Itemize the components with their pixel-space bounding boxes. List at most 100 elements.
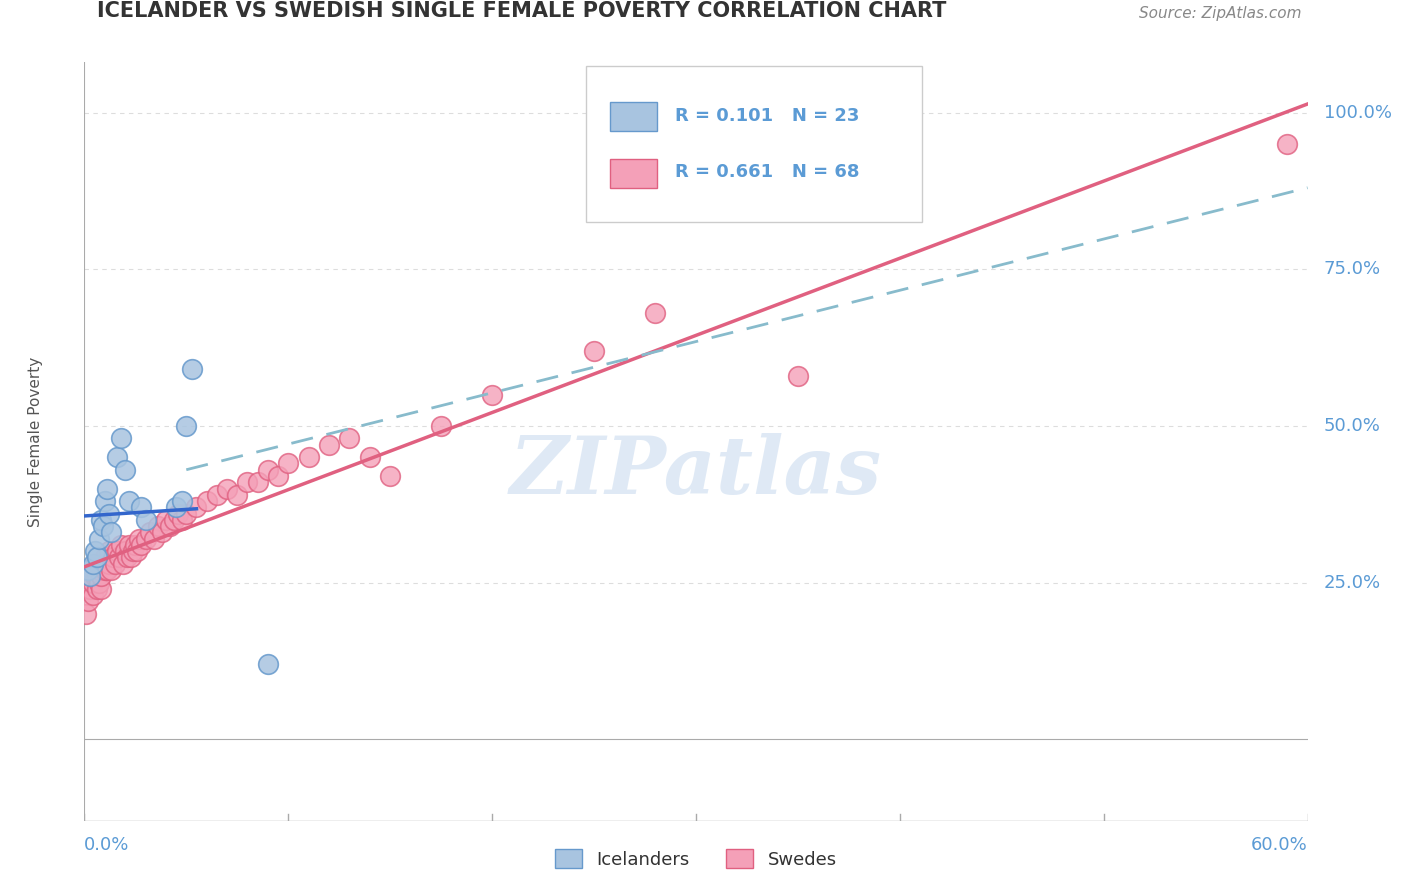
- Point: [131, 500, 153, 515]
- Point: [127, 544, 149, 558]
- Text: Single Female Poverty: Single Female Poverty: [28, 357, 44, 526]
- Legend: Icelanders, Swedes: Icelanders, Swedes: [548, 842, 844, 876]
- Point: [172, 494, 194, 508]
- Point: [90, 569, 112, 583]
- Point: [205, 488, 228, 502]
- Text: R = 0.661   N = 68: R = 0.661 N = 68: [675, 163, 859, 181]
- Point: [430, 418, 453, 433]
- Point: [118, 494, 141, 508]
- Point: [128, 532, 150, 546]
- Text: ICELANDER VS SWEDISH SINGLE FEMALE POVERTY CORRELATION CHART: ICELANDER VS SWEDISH SINGLE FEMALE POVER…: [97, 1, 946, 21]
- Point: [96, 563, 118, 577]
- Point: [115, 550, 138, 565]
- Point: [155, 513, 177, 527]
- Point: [114, 463, 136, 477]
- FancyBboxPatch shape: [610, 102, 657, 130]
- Point: [91, 557, 114, 571]
- Point: [105, 450, 128, 465]
- Point: [167, 507, 190, 521]
- Point: [583, 343, 606, 358]
- Point: [267, 469, 290, 483]
- Point: [108, 550, 131, 565]
- Point: [112, 557, 135, 571]
- Point: [101, 550, 124, 565]
- Point: [79, 569, 101, 583]
- Point: [165, 500, 187, 515]
- Point: [87, 563, 110, 577]
- Point: [159, 519, 181, 533]
- Point: [90, 513, 112, 527]
- Point: [217, 482, 239, 496]
- Point: [172, 513, 194, 527]
- Point: [236, 475, 259, 490]
- Point: [79, 569, 101, 583]
- Text: 100.0%: 100.0%: [1324, 103, 1392, 121]
- Point: [77, 563, 100, 577]
- Point: [83, 557, 105, 571]
- Point: [122, 544, 145, 558]
- Point: [150, 525, 173, 540]
- Text: 60.0%: 60.0%: [1251, 837, 1308, 855]
- Point: [82, 557, 104, 571]
- Point: [131, 538, 153, 552]
- Point: [100, 563, 122, 577]
- Point: [380, 469, 402, 483]
- Point: [110, 538, 132, 552]
- FancyBboxPatch shape: [586, 66, 922, 221]
- Point: [79, 582, 101, 596]
- Point: [226, 488, 249, 502]
- Text: ZIPatlas: ZIPatlas: [510, 434, 882, 510]
- Text: 25.0%: 25.0%: [1324, 574, 1381, 591]
- Text: 50.0%: 50.0%: [1324, 417, 1381, 435]
- Point: [114, 544, 136, 558]
- Point: [87, 532, 110, 546]
- Point: [277, 457, 299, 471]
- Point: [644, 306, 666, 320]
- Point: [90, 582, 112, 596]
- Point: [120, 550, 142, 565]
- Point: [339, 431, 361, 445]
- Point: [110, 431, 132, 445]
- Point: [787, 368, 810, 383]
- Point: [195, 494, 218, 508]
- Point: [93, 494, 115, 508]
- Point: [359, 450, 381, 465]
- Point: [298, 450, 321, 465]
- Point: [100, 525, 122, 540]
- Point: [86, 550, 108, 565]
- Text: 0.0%: 0.0%: [84, 837, 129, 855]
- Point: [97, 557, 120, 571]
- Point: [86, 582, 108, 596]
- Point: [246, 475, 269, 490]
- Point: [186, 500, 208, 515]
- Point: [146, 519, 169, 533]
- Point: [93, 563, 115, 577]
- Point: [93, 550, 115, 565]
- Point: [104, 557, 127, 571]
- Point: [75, 607, 97, 621]
- Point: [96, 482, 118, 496]
- Point: [318, 438, 340, 452]
- Point: [91, 519, 114, 533]
- Point: [83, 569, 105, 583]
- Point: [181, 362, 204, 376]
- Point: [124, 538, 146, 552]
- Point: [97, 507, 120, 521]
- Point: [97, 544, 120, 558]
- Point: [257, 657, 280, 671]
- Point: [77, 594, 100, 608]
- Point: [163, 513, 186, 527]
- Point: [138, 525, 160, 540]
- Point: [135, 513, 157, 527]
- FancyBboxPatch shape: [610, 159, 657, 187]
- Point: [1277, 136, 1299, 151]
- Point: [86, 569, 108, 583]
- Text: 75.0%: 75.0%: [1324, 260, 1381, 278]
- Point: [174, 507, 197, 521]
- Text: R = 0.101   N = 23: R = 0.101 N = 23: [675, 106, 859, 125]
- Point: [142, 532, 165, 546]
- Text: Source: ZipAtlas.com: Source: ZipAtlas.com: [1139, 5, 1302, 21]
- Point: [87, 575, 110, 590]
- Point: [257, 463, 280, 477]
- Point: [105, 544, 128, 558]
